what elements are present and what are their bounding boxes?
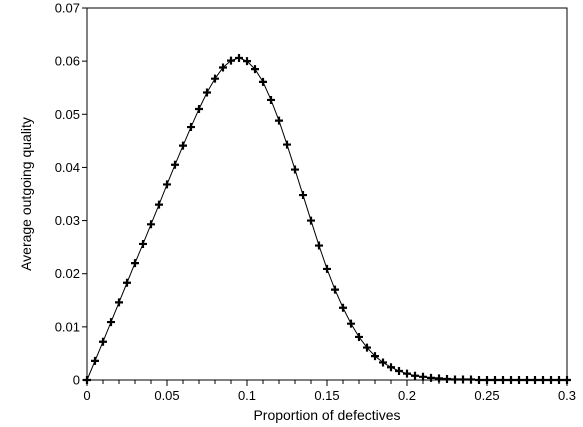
data-point-marker: [379, 358, 387, 367]
data-point-marker: [187, 123, 195, 132]
data-point-marker: [91, 356, 99, 365]
data-point-marker: [315, 241, 323, 250]
data-point-marker: [235, 53, 243, 62]
data-point-marker: [171, 160, 179, 169]
data-point-marker: [275, 116, 283, 125]
data-point-marker: [355, 332, 363, 341]
data-point-marker: [451, 375, 459, 384]
data-point-marker: [219, 63, 227, 72]
data-point-marker: [523, 376, 531, 384]
data-point-marker: [515, 376, 523, 384]
data-point-marker: [83, 376, 91, 384]
y-axis-label: Average outgoing quality: [18, 117, 34, 271]
y-axis-ticks: 0 0.01 0.02 0.03 0.04 0.05 0.06 0.07: [55, 1, 87, 388]
data-point-marker: [203, 88, 211, 97]
data-point-marker: [475, 376, 483, 384]
x-tick-label: 0.25: [474, 388, 499, 403]
data-point-marker: [267, 95, 275, 104]
data-point-marker: [243, 57, 251, 66]
data-point-marker: [395, 366, 403, 375]
data-point-marker: [371, 352, 379, 361]
data-point-marker: [131, 259, 139, 268]
data-point-marker: [291, 165, 299, 174]
data-point-marker: [299, 191, 307, 200]
y-tick-label: 0.01: [55, 319, 80, 334]
data-point-marker: [483, 376, 491, 384]
data-point-marker: [547, 376, 555, 384]
data-point-marker: [155, 200, 163, 209]
data-point-marker: [115, 298, 123, 307]
data-point-marker: [147, 220, 155, 229]
y-tick-label: 0.05: [55, 107, 80, 122]
x-tick-label: 0.2: [398, 388, 416, 403]
data-point-marker: [339, 303, 347, 312]
data-point-marker: [363, 343, 371, 352]
data-point-marker: [347, 319, 355, 328]
data-point-marker: [107, 318, 115, 327]
data-point-marker: [259, 77, 267, 86]
data-point-marker: [435, 374, 443, 383]
y-tick-label: 0: [73, 373, 80, 388]
data-point-marker: [459, 375, 467, 384]
data-point-marker: [99, 337, 107, 346]
y-tick-label: 0.03: [55, 213, 80, 228]
data-point-marker: [443, 374, 451, 383]
data-point-marker: [195, 104, 203, 113]
x-axis-ticks: 0 0.05 0.1 0.15 0.2 0.25 0.3: [83, 380, 576, 403]
data-point-marker: [507, 376, 515, 384]
y-tick-label: 0.02: [55, 266, 80, 281]
data-point-marker: [467, 375, 475, 384]
x-tick-label: 0.3: [558, 388, 576, 403]
data-point-marker: [179, 141, 187, 150]
data-point-marker: [411, 371, 419, 380]
x-tick-label: 0.05: [154, 388, 179, 403]
data-point-marker: [283, 140, 291, 149]
data-point-marker: [211, 74, 219, 83]
data-point-marker: [491, 376, 499, 384]
x-axis-label: Proportion of defectives: [253, 407, 400, 423]
y-tick-label: 0.07: [55, 1, 80, 16]
data-point-marker: [555, 376, 563, 384]
x-tick-label: 0.15: [314, 388, 339, 403]
data-point-marker: [427, 373, 435, 382]
data-point-marker: [251, 65, 259, 74]
data-point-marker: [323, 264, 331, 273]
data-point-marker: [331, 285, 339, 294]
plot-frame: [86, 7, 568, 381]
aoq-markers: [83, 53, 571, 384]
data-point-marker: [123, 278, 131, 287]
data-point-marker: [531, 376, 539, 384]
data-point-marker: [163, 180, 171, 189]
data-point-marker: [307, 216, 315, 225]
x-tick-label: 0: [83, 388, 90, 403]
data-point-marker: [499, 376, 507, 384]
data-point-marker: [139, 239, 147, 248]
data-point-marker: [563, 376, 571, 384]
data-point-marker: [227, 56, 235, 65]
data-point-marker: [539, 376, 547, 384]
data-point-marker: [419, 372, 427, 381]
data-point-marker: [403, 369, 411, 378]
aoq-curve-line: [86, 57, 567, 381]
data-point-marker: [387, 363, 395, 372]
y-tick-label: 0.04: [55, 160, 80, 175]
y-tick-label: 0.06: [55, 54, 80, 69]
x-tick-label: 0.1: [238, 388, 256, 403]
